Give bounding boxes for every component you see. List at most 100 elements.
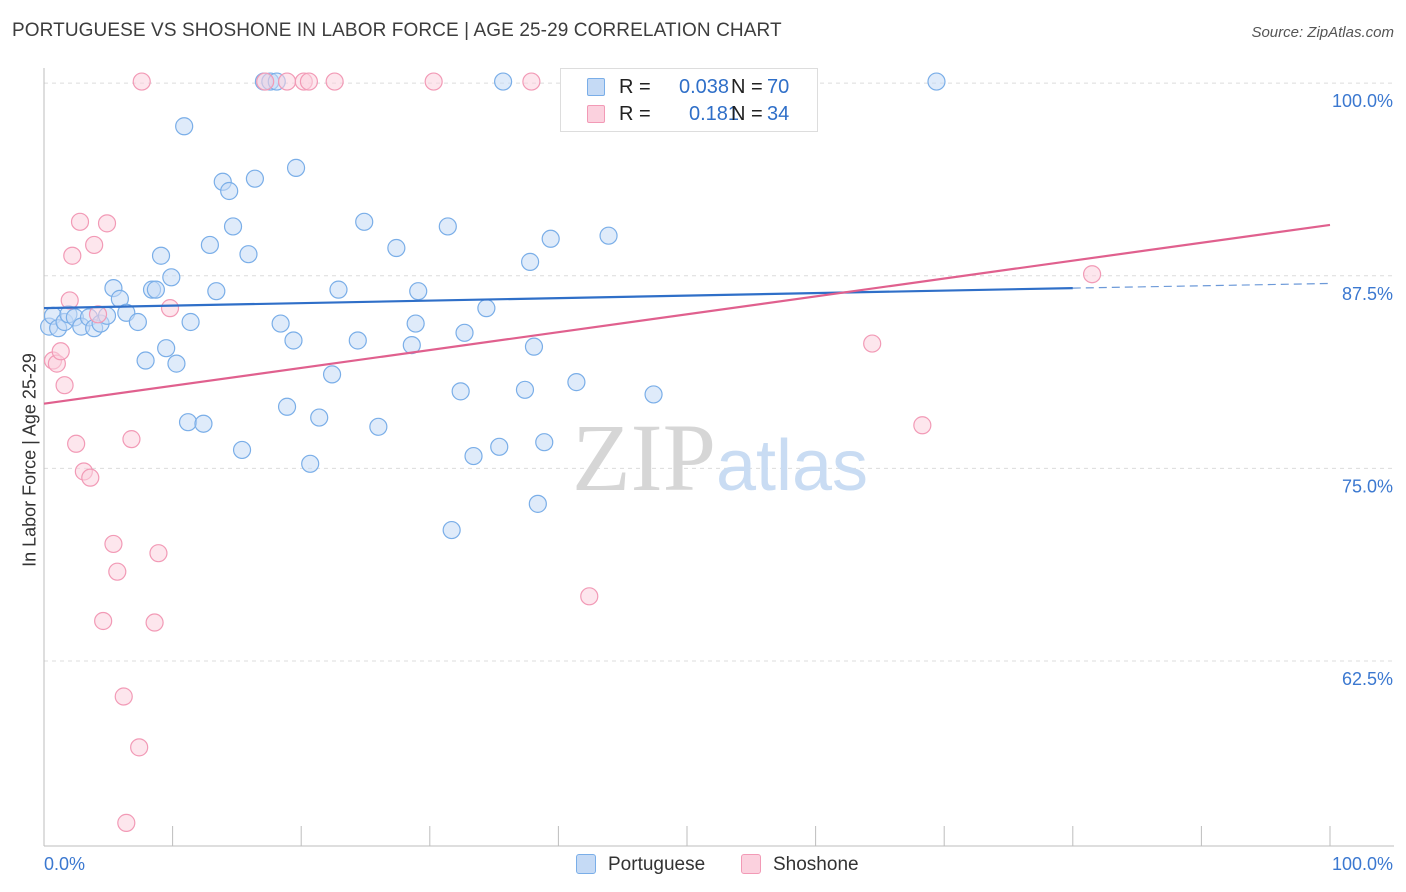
shoshone-point bbox=[97, 214, 117, 233]
portuguese-point bbox=[528, 494, 547, 513]
y-tick-label: 75.0% bbox=[1342, 476, 1393, 496]
portuguese-point bbox=[541, 229, 560, 248]
portuguese-point bbox=[151, 246, 171, 265]
shoshone-point bbox=[104, 534, 123, 554]
portuguese-point bbox=[310, 408, 329, 427]
portuguese-point bbox=[136, 351, 155, 370]
portuguese-point bbox=[348, 331, 367, 350]
portuguese-legend-swatch bbox=[576, 854, 596, 874]
shoshone-point bbox=[81, 468, 100, 487]
portuguese-point bbox=[157, 339, 176, 358]
portuguese-swatch bbox=[587, 78, 605, 96]
shoshone-point bbox=[863, 334, 882, 353]
legend-label: Shoshone bbox=[773, 854, 859, 875]
portuguese-point bbox=[409, 282, 428, 301]
portuguese-point bbox=[524, 337, 544, 356]
portuguese-trend-line-extension bbox=[1072, 282, 1331, 289]
stats-box: R = 0.038 N = 70 R = 0.181 N = 34 bbox=[560, 68, 818, 132]
portuguese-point bbox=[284, 331, 303, 350]
x-tick-label: 0.0% bbox=[44, 854, 85, 874]
portuguese-point bbox=[239, 245, 258, 264]
n-label: N = bbox=[731, 103, 763, 125]
shoshone-point bbox=[94, 611, 113, 631]
r-value: 0.181 bbox=[689, 103, 740, 125]
shoshone-swatch bbox=[587, 105, 605, 123]
n-value: 70 bbox=[767, 76, 790, 98]
shoshone-point bbox=[60, 291, 79, 310]
shoshone-legend-swatch bbox=[741, 854, 761, 874]
portuguese-point bbox=[181, 312, 200, 332]
portuguese-point bbox=[477, 299, 496, 318]
portuguese-point bbox=[329, 280, 348, 299]
shoshone-point bbox=[114, 687, 133, 706]
portuguese-point bbox=[567, 373, 586, 392]
portuguese-point bbox=[220, 181, 239, 201]
r-label: R = bbox=[619, 103, 651, 125]
shoshone-point bbox=[51, 342, 70, 361]
portuguese-point bbox=[286, 158, 306, 177]
shoshone-point bbox=[580, 587, 599, 606]
shoshone-point bbox=[299, 72, 319, 91]
portuguese-point bbox=[128, 312, 147, 332]
shoshone-point bbox=[117, 813, 136, 832]
shoshone-trend-line bbox=[43, 223, 1331, 405]
source-credit: Source: ZipAtlas.com bbox=[1251, 24, 1394, 41]
shoshone-point bbox=[85, 235, 104, 255]
shoshone-point bbox=[256, 72, 275, 91]
shoshone-point bbox=[55, 376, 74, 395]
shoshone-point bbox=[522, 72, 541, 91]
shoshone-point bbox=[88, 305, 108, 324]
portuguese-point bbox=[146, 280, 165, 299]
portuguese-point bbox=[207, 282, 226, 301]
portuguese-point bbox=[232, 440, 252, 460]
portuguese-point bbox=[322, 365, 342, 384]
shoshone-point bbox=[1082, 265, 1102, 284]
portuguese-point bbox=[644, 385, 663, 404]
portuguese-point bbox=[515, 380, 535, 399]
portuguese-point bbox=[387, 238, 406, 258]
r-label: R = bbox=[619, 76, 651, 98]
shoshone-point bbox=[130, 738, 149, 757]
chart-title: PORTUGUESE VS SHOSHONE IN LABOR FORCE | … bbox=[12, 20, 782, 41]
portuguese-point bbox=[167, 354, 186, 373]
portuguese-point bbox=[271, 314, 290, 333]
shoshone-point bbox=[132, 72, 151, 91]
portuguese-point bbox=[521, 252, 540, 271]
portuguese-point bbox=[194, 414, 213, 433]
portuguese-point bbox=[455, 323, 474, 342]
portuguese-point bbox=[162, 268, 181, 287]
r-value: 0.038 bbox=[679, 76, 730, 98]
shoshone-point bbox=[160, 299, 180, 318]
shoshone-point bbox=[325, 72, 344, 91]
x-tick-label: 100.0% bbox=[1332, 854, 1393, 874]
stats-row-shoshone: R = 0.181 N = 34 bbox=[587, 101, 813, 127]
portuguese-point bbox=[490, 437, 509, 456]
portuguese-point bbox=[355, 212, 374, 231]
portuguese-point bbox=[535, 433, 554, 452]
shoshone-point bbox=[145, 613, 164, 632]
shoshone-point bbox=[63, 246, 82, 265]
axes bbox=[43, 68, 1394, 847]
shoshone-point bbox=[424, 72, 443, 91]
portuguese-point bbox=[406, 314, 425, 333]
watermark: ZIPatlas bbox=[572, 404, 868, 511]
n-value: 34 bbox=[767, 103, 790, 125]
portuguese-point bbox=[464, 446, 483, 466]
data-points bbox=[40, 72, 1102, 832]
y-tick-label: 62.5% bbox=[1342, 669, 1393, 689]
gridlines bbox=[44, 82, 1394, 662]
portuguese-point bbox=[223, 217, 243, 236]
stats-row-portuguese: R = 0.038 N = 70 bbox=[587, 74, 813, 100]
portuguese-point bbox=[178, 413, 198, 432]
watermark-zip: ZIP bbox=[572, 404, 716, 511]
n-label: N = bbox=[731, 76, 763, 98]
portuguese-point bbox=[200, 235, 219, 255]
portuguese-point bbox=[494, 72, 513, 91]
portuguese-point bbox=[442, 520, 461, 540]
portuguese-point bbox=[438, 217, 457, 236]
tick-labels: 62.5% 75.0% 87.5% 100.0% 0.0% 100.0% bbox=[44, 91, 1393, 874]
shoshone-point bbox=[122, 430, 141, 449]
shoshone-point bbox=[913, 416, 932, 435]
shoshone-point bbox=[277, 72, 297, 91]
